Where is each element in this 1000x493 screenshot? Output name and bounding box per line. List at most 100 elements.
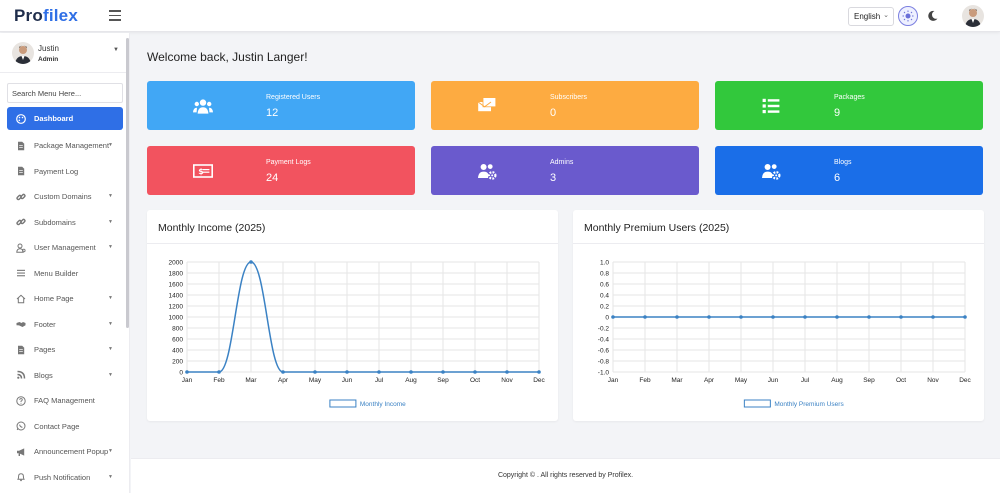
data-point <box>675 315 679 319</box>
search-menu-input[interactable]: Search Menu Here... <box>7 83 123 103</box>
sidebar-item-contact-page[interactable]: Contact Page <box>7 414 123 440</box>
legend-label: Monthly Premium Users <box>774 401 844 408</box>
sidebar-item-announcement-popup[interactable]: Announcement Popup ▼ <box>7 439 123 465</box>
sidebar-item-label: Blogs <box>34 370 53 380</box>
top-header: Profilex English ⌄ <box>0 0 1000 32</box>
sidebar-item-custom-domains[interactable]: Custom Domains ▼ <box>7 184 123 210</box>
sidebar-item-payment-log[interactable]: Payment Log <box>7 159 123 185</box>
sidebar-item-user-management[interactable]: User Management ▼ <box>7 235 123 261</box>
y-tick-label: 0 <box>179 370 183 377</box>
sun-icon[interactable] <box>898 6 918 26</box>
legend-label: Monthly Income <box>360 401 406 408</box>
sidebar-menu: Dashboard Package Management ▼ Payment Log C… <box>7 107 123 490</box>
sidebar-item-faq-management[interactable]: FAQ Management <box>7 388 123 414</box>
user-icon <box>16 243 26 253</box>
y-tick-label: 0.4 <box>600 293 609 300</box>
sidebar-item-label: Push Notification <box>34 472 91 482</box>
legend-swatch <box>329 399 357 408</box>
file-icon <box>16 141 26 151</box>
y-tick-label: -1.0 <box>598 370 610 377</box>
y-tick-label: 1200 <box>169 304 184 311</box>
file-icon <box>16 166 26 176</box>
data-point <box>643 315 647 319</box>
stat-value: 0 <box>550 107 557 119</box>
whatsapp-icon <box>16 421 26 431</box>
caret-down-icon: ▼ <box>108 193 113 199</box>
sidebar-item-label: Pages <box>34 345 56 355</box>
data-point <box>931 315 935 319</box>
sidebar-item-label: Subdomains <box>34 217 76 227</box>
sidebar-item-blogs[interactable]: Blogs ▼ <box>7 363 123 389</box>
home-icon <box>16 294 26 304</box>
mail-bulk-icon <box>476 95 498 117</box>
sidebar-item-footer[interactable]: Footer ▼ <box>7 312 123 338</box>
sidebar-item-home-page[interactable]: Home Page ▼ <box>7 286 123 312</box>
stat-card-packages[interactable]: Packages 9 <box>715 81 983 130</box>
x-tick-label: Mar <box>245 377 257 384</box>
sidebar-item-dashboard[interactable]: Dashboard <box>7 107 123 130</box>
avatar[interactable] <box>962 5 984 27</box>
premium-users-chart: -1.0 -0.8 -0.6 -0.4 -0.2 0 0.2 0.4 0.6 0.8 1.0 Jan F… <box>598 260 972 409</box>
svg-text:$: $ <box>198 167 204 176</box>
stat-label: Packages <box>834 94 865 101</box>
sidebar-item-label: Custom Domains <box>34 192 92 202</box>
x-tick-label: Dec <box>959 377 971 384</box>
data-point <box>409 370 413 374</box>
caret-down-icon: ▼ <box>108 473 113 480</box>
sidebar-item-package-management[interactable]: Package Management ▼ <box>7 133 123 159</box>
sidebar-user[interactable]: Justin Admin ▼ <box>0 33 126 73</box>
menu-icon[interactable] <box>109 10 121 21</box>
sidebar-item-pages[interactable]: Pages ▼ <box>7 337 123 363</box>
sidebar-item-push-notification[interactable]: Push Notification ▼ <box>7 465 123 491</box>
stat-card-subscribers[interactable]: Subscribers 0 <box>431 81 699 130</box>
stat-card-payment-logs[interactable]: $ Payment Logs 24 <box>147 146 415 195</box>
x-tick-label: Jan <box>608 377 619 384</box>
link-icon <box>16 192 26 202</box>
caret-down-icon: ▼ <box>113 47 119 53</box>
stat-label: Subscribers <box>550 94 587 101</box>
sidebar-item-menu-builder[interactable]: Menu Builder <box>7 261 123 287</box>
data-point <box>345 370 349 374</box>
users-cog-icon <box>760 160 782 182</box>
data-point <box>217 370 221 374</box>
avatar <box>12 42 34 64</box>
copyright-text: Copyright © . All rights reserved by Pro… <box>497 472 634 479</box>
y-tick-label: 1600 <box>169 282 184 289</box>
question-icon <box>16 396 26 406</box>
scrollbar[interactable] <box>126 38 129 328</box>
caret-down-icon: ▼ <box>108 142 113 148</box>
x-tick-label: Apr <box>278 377 289 384</box>
bell-icon <box>16 472 26 482</box>
stat-label: Admins <box>550 159 574 166</box>
data-point <box>249 260 253 264</box>
language-select[interactable]: English ⌄ <box>848 7 894 26</box>
chevron-down-icon: ⌄ <box>883 12 889 19</box>
blog-icon <box>16 370 26 380</box>
data-point <box>473 370 477 374</box>
y-tick-label: -0.4 <box>598 337 610 344</box>
x-tick-label: Nov <box>927 377 939 384</box>
stat-card-registered-users[interactable]: Registered Users 12 <box>147 81 415 130</box>
data-point <box>803 315 807 319</box>
sidebar-item-subdomains[interactable]: Subdomains ▼ <box>7 210 123 236</box>
stat-card-blogs[interactable]: Blogs 6 <box>715 146 983 195</box>
bars-icon <box>16 268 26 278</box>
x-tick-label: Aug <box>831 377 843 384</box>
stat-card-admins[interactable]: Admins 3 <box>431 146 699 195</box>
sidebar-item-label: Payment Log <box>34 166 79 176</box>
link-icon <box>16 217 26 227</box>
y-tick-label: 800 <box>172 326 183 333</box>
list-icon <box>760 95 782 117</box>
data-point <box>537 370 541 374</box>
data-point <box>867 315 871 319</box>
footer: Copyright © . All rights reserved by Pro… <box>131 458 1000 493</box>
logo[interactable]: Profilex <box>14 6 78 25</box>
data-point <box>707 315 711 319</box>
moon-icon[interactable] <box>925 8 941 24</box>
bullhorn-icon <box>16 447 26 457</box>
stat-value: 12 <box>266 107 279 119</box>
x-tick-label: May <box>309 377 322 384</box>
stat-value: 9 <box>834 107 841 119</box>
caret-down-icon: ▼ <box>108 448 113 454</box>
palette-icon <box>16 113 26 124</box>
